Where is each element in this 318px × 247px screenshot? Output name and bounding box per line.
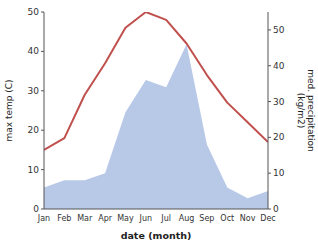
y2-tick	[268, 29, 271, 30]
y-tick	[41, 169, 44, 170]
y-axis-line	[44, 12, 45, 209]
y-tick	[41, 12, 44, 13]
y2-tick-label: 20	[273, 132, 285, 142]
y-tick-label: 10	[28, 165, 40, 175]
plot-area	[44, 12, 268, 209]
y2-tick	[268, 65, 271, 66]
y2-tick-label: 30	[273, 97, 285, 107]
x-tick-label: Feb	[57, 214, 71, 223]
y2-tick-label: 10	[273, 168, 285, 178]
y-tick-label: 40	[28, 46, 40, 56]
x-tick-label: Mar	[77, 214, 93, 223]
y2-tick-label: 50	[273, 25, 285, 35]
x-tick-label: Nov	[240, 214, 256, 223]
x-tick-label: Apr	[98, 214, 113, 223]
x-tick-label: Dec	[260, 214, 275, 223]
y2-axis-label-line: med. precipitation	[306, 69, 316, 151]
y2-axis-line	[268, 12, 269, 209]
y-tick-label: 20	[28, 125, 40, 135]
y-axis-label: max temp (C)	[4, 79, 14, 141]
chart: 0 10 20 30 40 50 0 10 20 30 40 50 Jan Feb Mar Apr May Jun…	[0, 0, 318, 247]
y2-tick	[268, 173, 271, 174]
x-tick-label: Aug	[179, 214, 195, 223]
x-tick-label: Jul	[160, 214, 171, 223]
x-tick-label: Sep	[199, 214, 214, 223]
x-tick-label: Jan	[37, 214, 50, 223]
y-tick	[41, 209, 44, 210]
y-tick	[41, 90, 44, 91]
y2-tick-label: 40	[273, 61, 285, 71]
y-tick-label: 50	[28, 7, 40, 17]
y2-axis-label: med. precipitation(kg/m2)	[296, 69, 316, 151]
y2-tick	[268, 101, 271, 102]
y2-tick	[268, 209, 271, 210]
x-tick-label: May	[117, 214, 134, 223]
y-tick	[41, 51, 44, 52]
y-tick-label: 0	[33, 204, 39, 214]
y-tick	[41, 130, 44, 131]
x-tick-label: Jun	[139, 214, 153, 223]
y-tick-label: 30	[28, 86, 40, 96]
precip-area	[44, 44, 268, 209]
temp-line	[44, 12, 268, 150]
x-axis-label: date (month)	[121, 230, 192, 241]
x-axis-line	[44, 209, 268, 210]
axes: 0 10 20 30 40 50 0 10 20 30 40 50 Jan Feb Mar Apr May Jun…	[28, 7, 285, 223]
y2-tick	[268, 137, 271, 138]
x-tick-label: Oct	[220, 214, 234, 223]
y2-tick-label: 0	[273, 204, 279, 214]
y2-axis-label-line: (kg/m2)	[296, 93, 306, 128]
